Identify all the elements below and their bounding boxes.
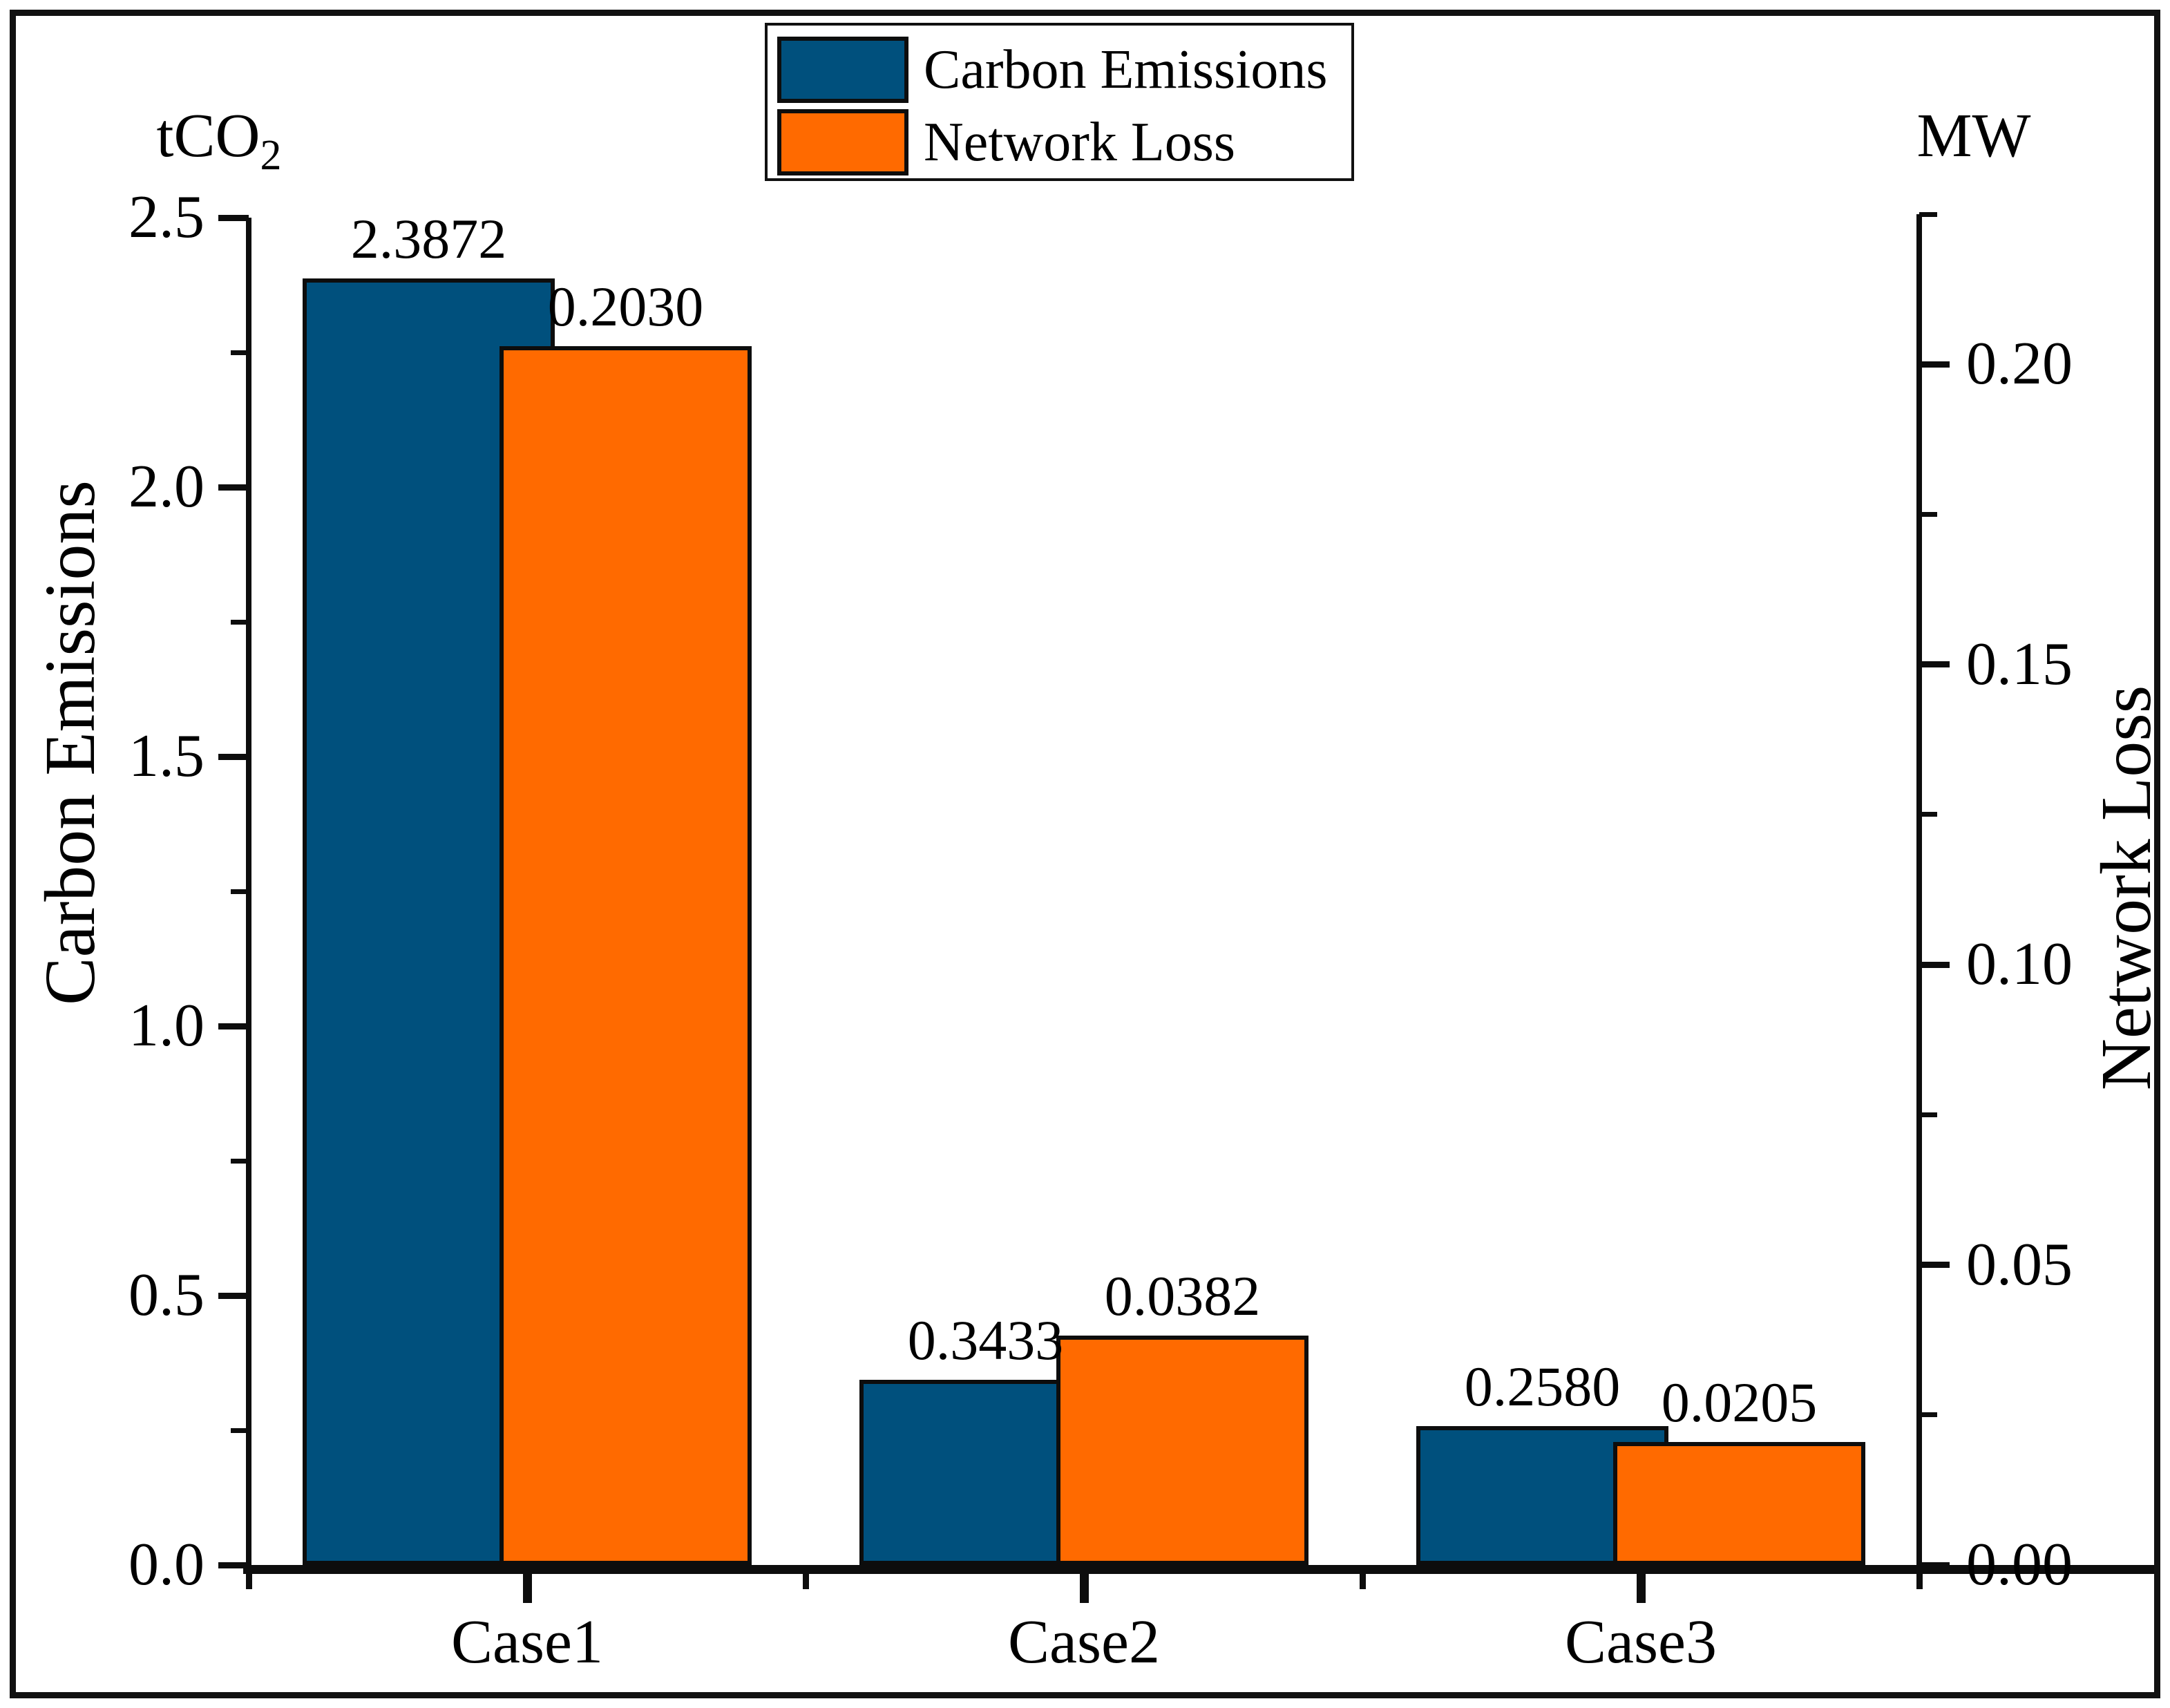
legend-swatch-icon <box>777 37 908 103</box>
right-axis-major-tick <box>1919 1262 1950 1269</box>
x-axis-category-label: Case1 <box>451 1608 603 1676</box>
left-axis-minor-tick <box>231 1427 249 1433</box>
x-axis-major-tick <box>1079 1574 1089 1603</box>
left-axis-unit: tCO2 <box>153 102 285 179</box>
bar-network-loss <box>499 346 752 1565</box>
left-axis-tick-label: 0.0 <box>129 1531 204 1598</box>
legend-item: Network Loss <box>768 106 1351 178</box>
left-axis-unit-main: tCO <box>156 102 260 170</box>
left-axis-major-tick <box>218 1023 249 1029</box>
x-axis-minor-tick <box>1916 1574 1923 1589</box>
left-axis-major-tick <box>218 1292 249 1299</box>
left-axis-minor-tick <box>231 1158 249 1164</box>
right-axis-major-tick <box>1919 1562 1950 1568</box>
right-axis-minor-tick <box>1919 812 1937 817</box>
right-axis-tick-label: 0.20 <box>1966 330 2073 398</box>
legend-item: Carbon Emissions <box>768 33 1351 106</box>
bar-value-label: 0.0205 <box>1661 1370 1818 1434</box>
left-axis-major-tick <box>218 214 249 221</box>
left-axis-line <box>246 218 251 1574</box>
left-axis-title: Carbon Emissions <box>30 480 110 1005</box>
right-axis-unit: MW <box>1916 102 2031 170</box>
left-axis-tick-label: 1.0 <box>129 992 204 1059</box>
right-axis-tick-label: 0.10 <box>1966 931 2073 998</box>
bar-value-label: 0.2580 <box>1464 1354 1621 1418</box>
bar-network-loss <box>1613 1441 1865 1565</box>
left-axis-unit-subscript: 2 <box>260 132 282 179</box>
left-axis-tick-label: 2.5 <box>129 184 204 251</box>
x-axis-minor-tick <box>802 1574 809 1589</box>
right-axis-line <box>1916 214 1922 1574</box>
x-axis-minor-tick <box>1359 1574 1366 1589</box>
right-axis-minor-tick <box>1919 1412 1937 1418</box>
right-axis-minor-tick <box>1919 1112 1937 1117</box>
bar-value-label: 0.3433 <box>907 1309 1064 1372</box>
bar-network-loss <box>1056 1336 1308 1565</box>
x-axis-minor-tick <box>245 1574 252 1589</box>
right-axis-minor-tick <box>1919 211 1937 217</box>
right-axis-major-tick <box>1919 961 1950 968</box>
legend-label: Network Loss <box>924 111 1236 173</box>
left-axis-major-tick <box>218 753 249 760</box>
x-axis-line <box>243 1565 2154 1574</box>
right-axis-title: Network Loss <box>2086 685 2166 1091</box>
legend: Carbon Emissions Network Loss <box>765 23 1354 181</box>
left-axis-major-tick <box>218 484 249 491</box>
right-axis-major-tick <box>1919 661 1950 668</box>
x-axis-category-label: Case2 <box>1008 1608 1160 1676</box>
left-axis-tick-label: 1.5 <box>129 723 204 790</box>
x-axis-major-tick <box>522 1574 532 1603</box>
bar-value-label: 2.3872 <box>350 207 507 270</box>
right-axis-major-tick <box>1919 361 1950 368</box>
left-axis-minor-tick <box>231 889 249 894</box>
left-axis-minor-tick <box>231 619 249 625</box>
legend-label: Carbon Emissions <box>924 39 1328 100</box>
right-axis-tick-label: 0.05 <box>1966 1231 2073 1298</box>
legend-swatch-icon <box>777 109 908 175</box>
x-axis-major-tick <box>1636 1574 1646 1603</box>
right-axis-tick-label: 0.15 <box>1966 630 2073 698</box>
x-axis-category-label: Case3 <box>1565 1608 1717 1676</box>
right-axis-tick-label: 0.00 <box>1966 1531 2073 1598</box>
left-axis-minor-tick <box>231 350 249 355</box>
bar-value-label: 0.0382 <box>1104 1264 1261 1328</box>
bar-value-label: 0.2030 <box>547 275 704 339</box>
left-axis-major-tick <box>218 1562 249 1568</box>
left-axis-tick-label: 0.5 <box>129 1262 204 1329</box>
left-axis-tick-label: 2.0 <box>129 453 204 520</box>
right-axis-minor-tick <box>1919 511 1937 517</box>
